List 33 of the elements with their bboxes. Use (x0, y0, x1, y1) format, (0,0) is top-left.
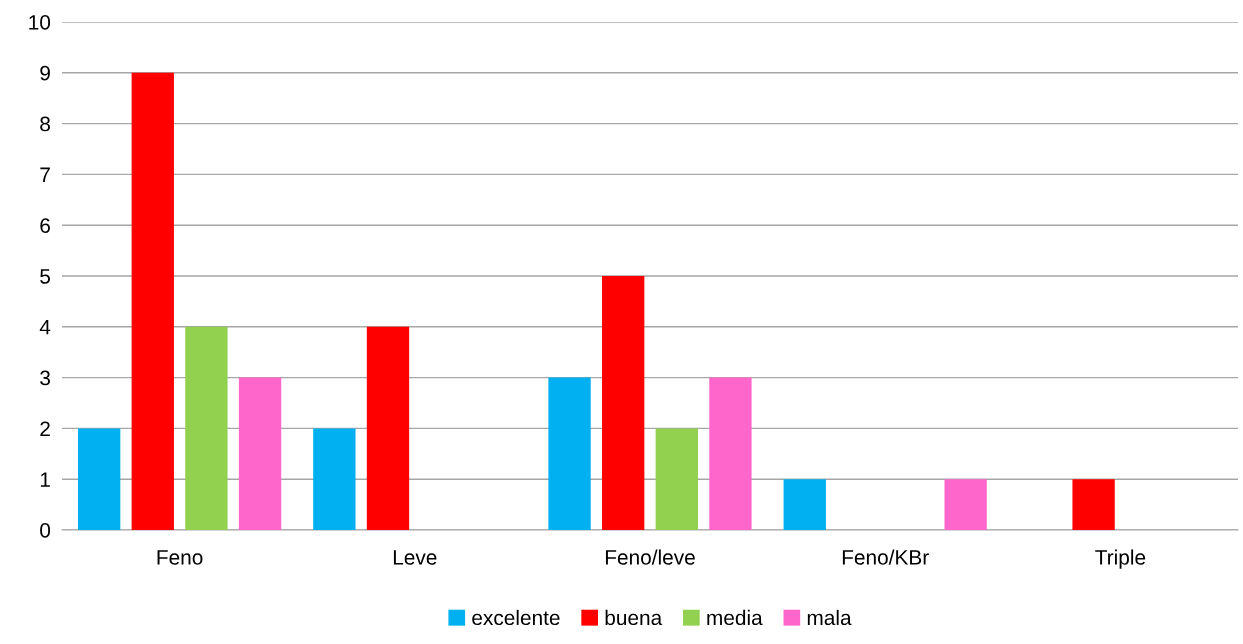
bar (1072, 479, 1115, 530)
x-tick-label: Feno (157, 550, 203, 565)
y-tick-label: 5 (40, 269, 51, 284)
x-tick-label: Feno/leve (605, 549, 695, 565)
y-tick-label: 6 (40, 218, 50, 233)
x-tick-label: Triple (1095, 549, 1146, 569)
legend-label: buena (605, 609, 663, 626)
y-tick-label: 4 (39, 320, 51, 335)
y-tick-label: 7 (40, 167, 50, 182)
y-tick-label: 0 (40, 523, 51, 538)
bar (185, 326, 228, 530)
bar (131, 72, 174, 530)
bar (944, 479, 987, 530)
bar (77, 428, 121, 530)
bar (709, 377, 752, 530)
y-tick-label: 10 (29, 15, 51, 30)
bar (655, 428, 698, 530)
y-tick-label: 3 (40, 370, 50, 386)
legend-label: excelente (472, 609, 560, 626)
y-tick-label: 9 (40, 65, 50, 81)
bar (783, 479, 826, 530)
bar (548, 377, 591, 530)
legend-label: mala (807, 609, 852, 626)
bar (313, 428, 356, 530)
legend-label: media (707, 609, 763, 626)
y-tick-label: 8 (40, 116, 50, 132)
x-tick-label: Feno/KBr (842, 549, 929, 565)
bar (602, 276, 645, 530)
x-tick-label: Leve (393, 550, 437, 565)
y-tick-label: 1 (40, 472, 50, 487)
bar (238, 377, 282, 530)
y-tick-label: 2 (40, 421, 50, 436)
bar (366, 326, 410, 530)
